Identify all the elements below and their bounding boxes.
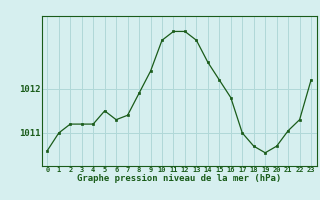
X-axis label: Graphe pression niveau de la mer (hPa): Graphe pression niveau de la mer (hPa) [77, 174, 281, 183]
